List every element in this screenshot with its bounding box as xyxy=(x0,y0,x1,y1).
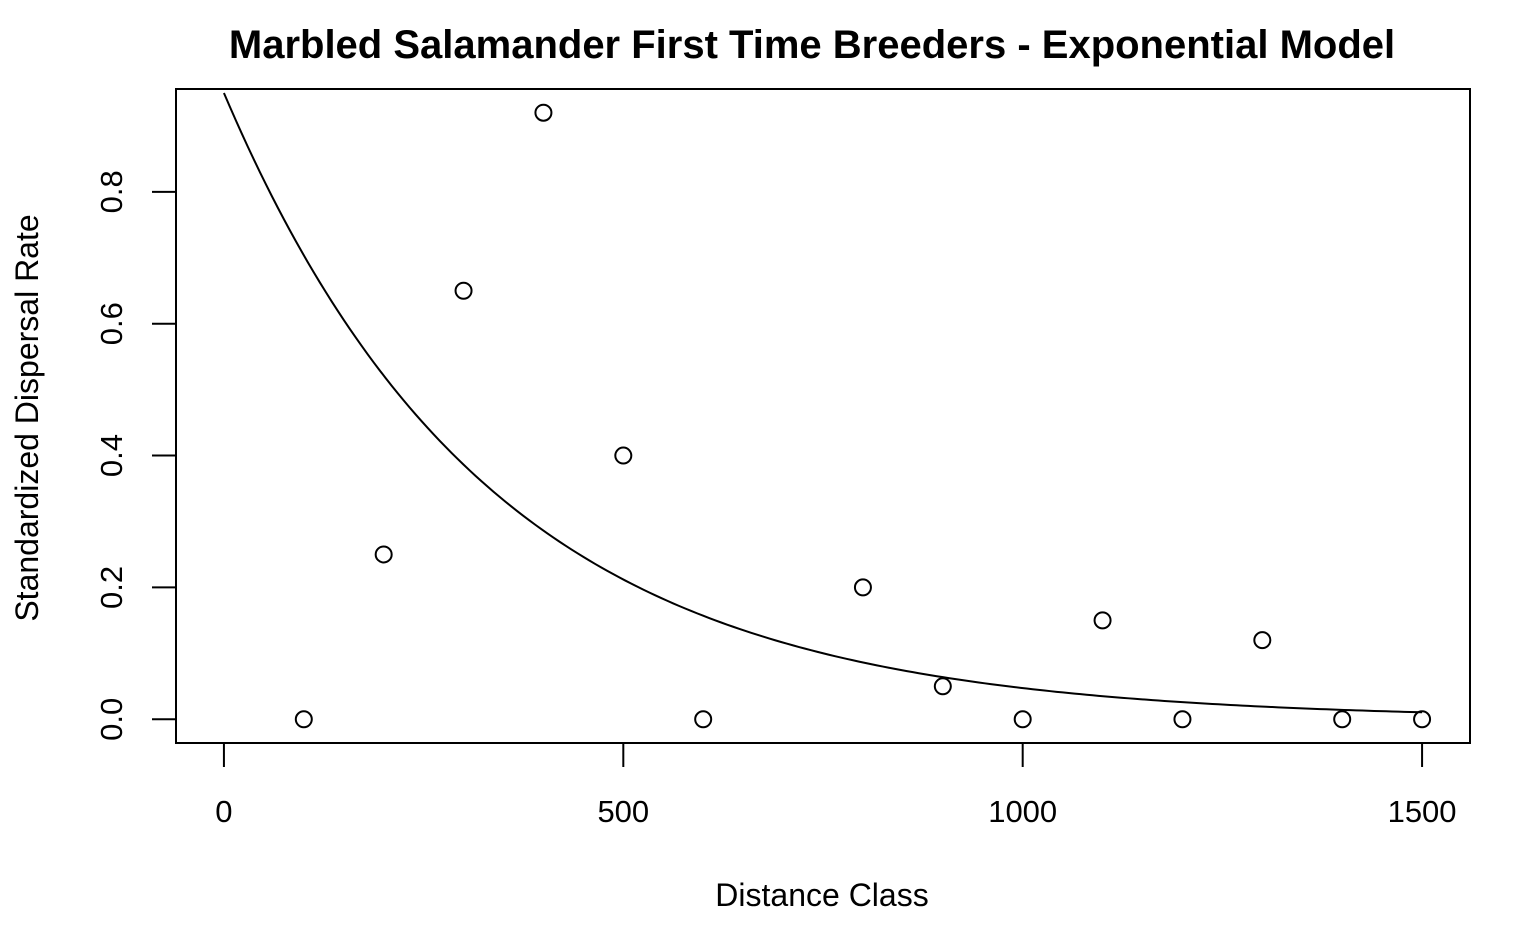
data-points xyxy=(294,103,1432,729)
data-point xyxy=(1413,710,1432,729)
data-point xyxy=(853,578,872,597)
data-point xyxy=(1333,710,1352,729)
y-axis: 0.0 0.2 0.4 0.6 0.8 xyxy=(94,170,177,741)
data-point xyxy=(694,710,713,729)
plot-frame xyxy=(175,88,1471,744)
chart-title: Marbled Salamander First Time Breeders -… xyxy=(229,23,1395,67)
data-point xyxy=(933,677,952,696)
data-point xyxy=(294,710,313,729)
x-tick-label: 1500 xyxy=(1388,794,1457,829)
data-point xyxy=(1013,710,1032,729)
data-point xyxy=(614,446,633,465)
y-tick-label: 0.0 xyxy=(94,698,129,741)
x-tick-label: 1000 xyxy=(988,794,1057,829)
data-point xyxy=(534,103,553,122)
data-point xyxy=(1253,631,1272,650)
x-axis: 0 500 1000 1500 xyxy=(215,742,1457,829)
y-tick-label: 0.4 xyxy=(94,434,129,477)
x-tick-label: 0 xyxy=(215,794,232,829)
y-tick-label: 0.2 xyxy=(94,566,129,609)
data-point xyxy=(454,281,473,300)
y-tick-label: 0.6 xyxy=(94,302,129,345)
data-point xyxy=(1173,710,1192,729)
y-tick-label: 0.8 xyxy=(94,170,129,213)
x-axis-label: Distance Class xyxy=(715,877,928,913)
exponential-fit-curve xyxy=(223,92,1423,714)
data-point xyxy=(1093,611,1112,630)
data-point xyxy=(374,545,393,564)
x-tick-label: 500 xyxy=(597,794,649,829)
y-axis-label: Standardized Dispersal Rate xyxy=(9,214,45,621)
